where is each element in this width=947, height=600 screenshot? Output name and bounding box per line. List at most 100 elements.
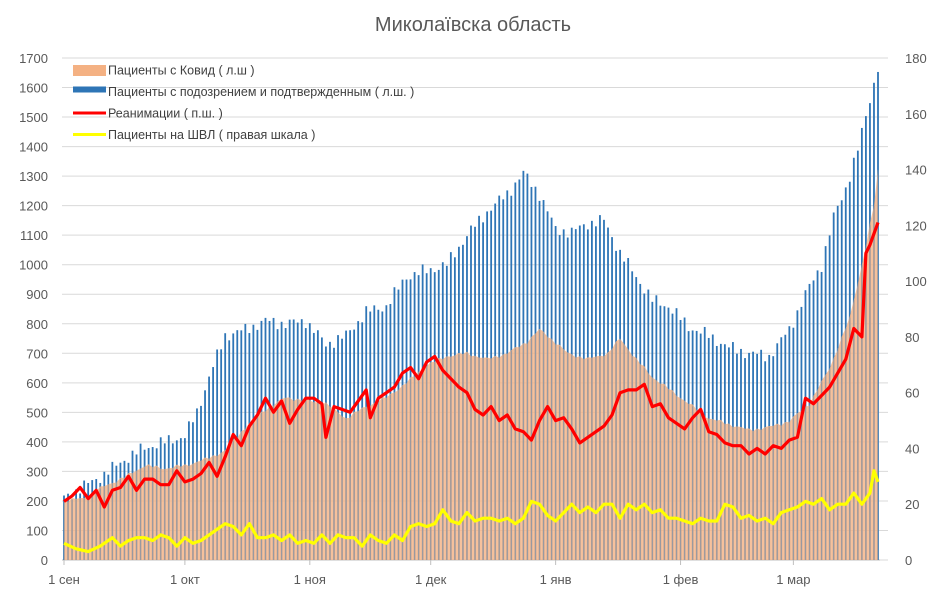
right-tick-label: 60: [905, 386, 919, 401]
bar-overlay: [772, 425, 774, 560]
bar-overlay: [168, 467, 170, 560]
bar-overlay: [131, 472, 134, 560]
left-tick-label: 1000: [19, 258, 48, 273]
bar-overlay: [276, 402, 279, 560]
right-tick-label: 180: [905, 51, 927, 66]
bar-overlay: [659, 382, 661, 560]
bar-overlay: [571, 354, 573, 560]
bar-overlay: [301, 399, 303, 560]
bar-overlay: [845, 327, 847, 560]
bar-overlay: [361, 408, 363, 560]
bar-overlay: [663, 385, 666, 560]
bar-overlay: [337, 412, 339, 560]
left-tick-label: 1600: [19, 81, 48, 96]
bar-overlay: [103, 486, 105, 560]
bar-overlay: [127, 474, 130, 560]
bar-overlay: [156, 467, 158, 560]
bar-overlay: [583, 358, 585, 560]
bar-overlay: [700, 412, 702, 560]
bar-overlay: [768, 427, 770, 560]
left-tick-label: 200: [26, 494, 48, 509]
bar-overlay: [474, 355, 476, 560]
bar-overlay: [397, 388, 400, 560]
bar-overlay: [647, 372, 649, 560]
bar-overlay: [498, 355, 500, 560]
bar-overlay: [389, 394, 392, 560]
bar-overlay: [639, 363, 641, 560]
bar-overlay: [176, 466, 178, 560]
bar-overlay: [688, 403, 690, 560]
bar-overlay: [385, 397, 387, 560]
bar-overlay: [470, 354, 472, 560]
bar-overlay: [776, 424, 778, 560]
bar-overlay: [696, 409, 698, 560]
x-tick-label: 1 мар: [776, 572, 810, 587]
bar-overlay: [377, 401, 379, 560]
icu-line: [63, 221, 880, 509]
bar-overlay: [526, 341, 529, 560]
left-tick-label: 1400: [19, 140, 48, 155]
right-tick-label: 140: [905, 163, 927, 178]
x-tick-label: 1 янв: [540, 572, 572, 587]
bar-overlay: [393, 391, 396, 560]
bar-overlay: [579, 356, 581, 560]
bar-overlay: [409, 379, 412, 560]
bar-overlay: [426, 365, 428, 560]
bar-overlay: [704, 415, 706, 560]
bar-overlay: [148, 466, 150, 560]
bar-overlay: [313, 401, 315, 560]
bar-overlay: [353, 413, 355, 560]
bar-overlay: [357, 411, 359, 560]
right-tick-label: 80: [905, 330, 919, 345]
bar-overlay: [172, 467, 174, 560]
bar-overlay: [83, 497, 85, 560]
bar-overlay: [418, 372, 420, 560]
bar-overlay: [490, 358, 492, 560]
bar-overlay: [405, 382, 408, 560]
legend-suspected-swatch: [73, 86, 106, 93]
legend: Пациенты с Ковид ( л.ш ) Пациенты с подоз…: [73, 64, 414, 142]
bar-overlay: [587, 359, 589, 560]
bar-overlay: [833, 358, 835, 560]
bar-overlay: [281, 399, 283, 560]
bar-overlay: [748, 430, 750, 560]
left-tick-label: 700: [26, 346, 48, 361]
bar-overlay: [228, 446, 230, 560]
bar-overlay: [603, 354, 605, 560]
bar-overlay: [430, 363, 432, 560]
x-tick-label: 1 фев: [663, 572, 699, 587]
bar-overlay: [152, 466, 154, 560]
bar-overlay: [720, 421, 722, 560]
bar-overlay: [164, 468, 166, 560]
bar-overlay: [79, 498, 81, 560]
bar-overlay: [450, 355, 452, 560]
left-tick-label: 300: [26, 464, 48, 479]
left-tick-label: 1700: [19, 51, 48, 66]
bar-overlay: [200, 460, 202, 560]
ventilator-line: [63, 469, 880, 554]
bar-overlay: [792, 417, 794, 560]
bar-overlay: [325, 403, 327, 560]
bar-overlay: [591, 358, 593, 560]
left-tick-label: 400: [26, 435, 48, 450]
bar-overlay: [264, 409, 267, 560]
bar-overlay: [534, 333, 537, 560]
bar-overlay: [869, 225, 871, 561]
left-tick-label: 800: [26, 317, 48, 332]
series-lines: [63, 221, 880, 554]
right-tick-label: 40: [905, 441, 919, 456]
bar-overlay: [401, 385, 404, 560]
bar-overlay: [804, 407, 807, 560]
x-tick-label: 1 дек: [415, 572, 447, 587]
bar-overlay: [91, 493, 93, 560]
bar-overlay: [240, 431, 242, 560]
bar-overlay: [667, 388, 670, 560]
bar-overlay: [510, 350, 512, 560]
bar-overlay: [135, 470, 138, 560]
bar-overlay: [119, 479, 122, 560]
bar-overlay: [95, 490, 97, 560]
bar-overlay: [188, 464, 190, 560]
left-axis-ticks: 0 100 200 300 400 500 600 700 800 900 1000 1100 1200…: [19, 51, 48, 568]
bar-overlay: [434, 361, 436, 560]
